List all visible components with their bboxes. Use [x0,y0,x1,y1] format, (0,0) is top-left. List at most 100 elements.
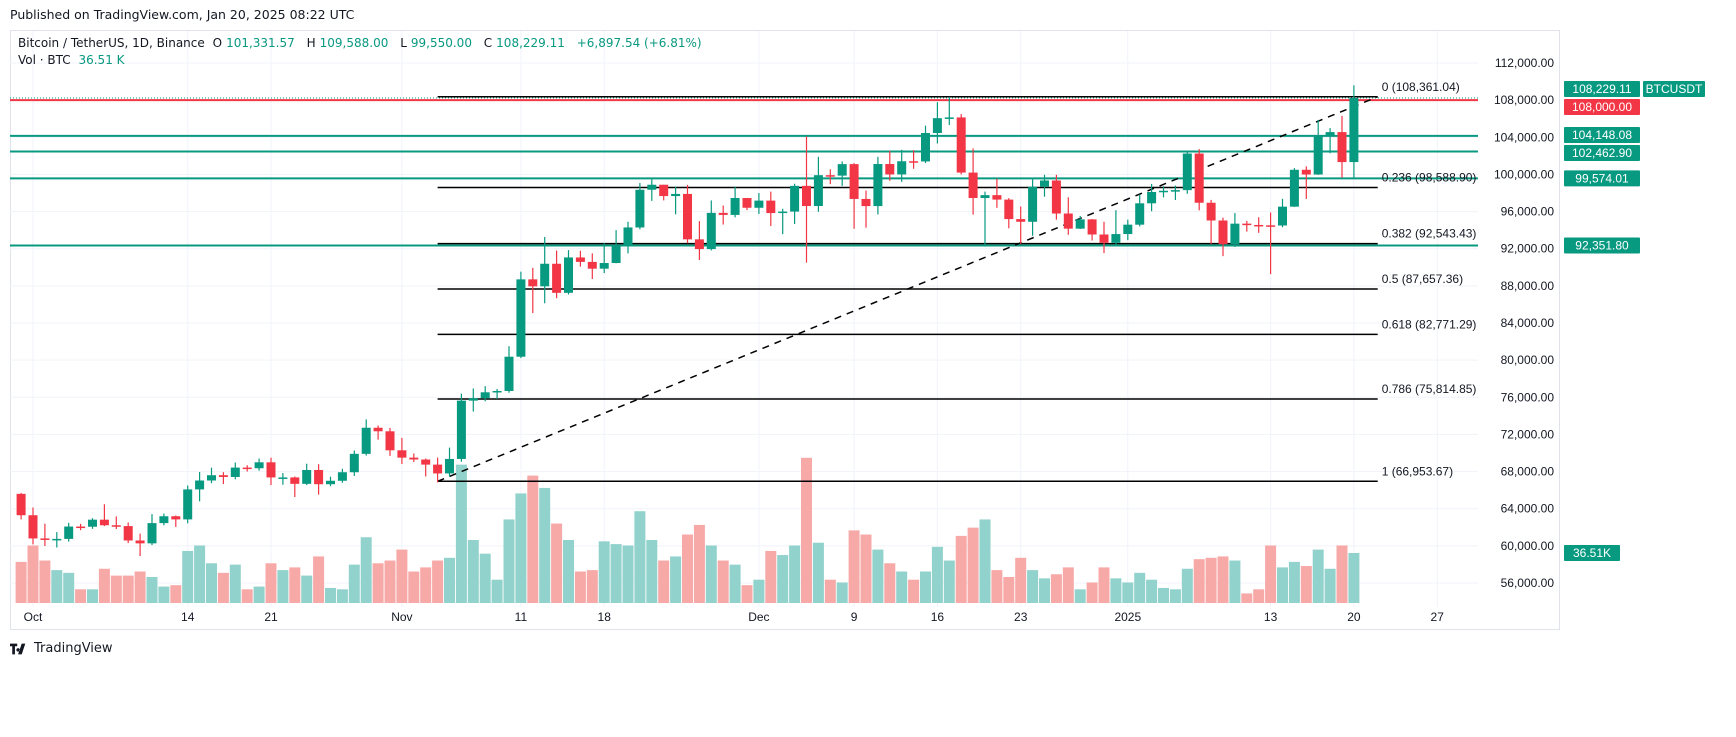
candle-body[interactable] [218,475,228,477]
candle-body[interactable] [1016,219,1026,222]
candle-body[interactable] [1230,223,1240,245]
candle-body[interactable] [1289,169,1299,207]
candle-body[interactable] [944,117,954,119]
candle-body[interactable] [1266,225,1276,227]
candle-body[interactable] [433,464,443,474]
candle-body[interactable] [659,184,669,197]
candle-body[interactable] [528,279,538,287]
candle-body[interactable] [278,477,288,479]
candle-body[interactable] [111,525,121,527]
candle-body[interactable] [861,198,871,207]
symbol-title[interactable]: Bitcoin / TetherUS, 1D, Binance [18,36,205,50]
candle-body[interactable] [1099,234,1109,243]
candle-body[interactable] [1313,136,1323,175]
candle-body[interactable] [1301,169,1311,175]
candle-body[interactable] [1218,220,1228,245]
candle-body[interactable] [385,431,395,451]
candle-body[interactable] [1040,180,1049,187]
candle-body[interactable] [183,489,193,520]
candle-body[interactable] [337,472,347,481]
candle-body[interactable] [718,212,728,215]
candle-body[interactable] [1075,219,1085,229]
candle-body[interactable] [207,475,216,481]
candle-body[interactable] [361,427,371,454]
candle-body[interactable] [171,516,181,520]
candle-body[interactable] [242,467,252,470]
candle-body[interactable] [706,212,716,250]
candle-body[interactable] [1254,224,1264,227]
candle-body[interactable] [599,263,609,269]
candle-body[interactable] [1111,234,1121,243]
candle-body[interactable] [921,133,930,162]
candle-body[interactable] [266,462,276,478]
fib-trend-line[interactable] [437,96,1378,482]
candle-body[interactable] [540,263,550,287]
candle-body[interactable] [159,516,169,524]
candle-body[interactable] [932,118,942,134]
candle-body[interactable] [397,450,407,458]
candle-body[interactable] [504,356,514,391]
candle-body[interactable] [849,164,859,199]
candle-body[interactable] [1182,153,1192,191]
candle-body[interactable] [290,477,300,484]
candle-body[interactable] [623,227,633,246]
candle-body[interactable] [28,515,38,539]
candle-body[interactable] [254,462,264,469]
candle-body[interactable] [1147,191,1157,204]
candle-body[interactable] [326,480,335,485]
candle-body[interactable] [40,538,50,540]
candle-body[interactable] [421,459,431,465]
candle-body[interactable] [349,453,359,473]
candle-body[interactable] [135,540,145,544]
candle-body[interactable] [825,175,835,177]
candle-body[interactable] [564,257,573,293]
candle-body[interactable] [1135,203,1145,225]
candle-body[interactable] [468,398,478,401]
candle-body[interactable] [302,470,312,484]
candle-body[interactable] [980,195,990,199]
time-axis[interactable] [11,607,1479,629]
candle-body[interactable] [373,427,383,432]
candle-body[interactable] [1159,190,1168,193]
candle-body[interactable] [873,164,883,207]
candle-body[interactable] [694,239,704,250]
candle-body[interactable] [1194,153,1204,203]
candle-body[interactable] [956,117,966,173]
candle-body[interactable] [492,390,502,393]
candle-body[interactable] [99,519,109,526]
candle-body[interactable] [230,467,240,477]
candle-body[interactable] [885,164,895,175]
candle-body[interactable] [1004,199,1014,220]
candle-body[interactable] [730,198,740,215]
candle-body[interactable] [992,195,1002,200]
candle-body[interactable] [1242,223,1252,226]
candle-body[interactable] [635,189,645,228]
candle-body[interactable] [611,245,621,264]
candle-body[interactable] [575,257,585,262]
candle-body[interactable] [1325,132,1335,137]
candle-body[interactable] [147,523,157,544]
candle-body[interactable] [1170,190,1180,192]
candle-body[interactable] [314,470,324,485]
candle-body[interactable] [195,480,205,490]
candle-body[interactable] [64,526,74,539]
candle-body[interactable] [909,161,919,163]
candle-body[interactable] [790,185,800,212]
candle-body[interactable] [766,200,776,214]
candle-body[interactable] [52,538,62,541]
candle-body[interactable] [1123,224,1133,235]
candle-body[interactable] [552,263,562,293]
candle-body[interactable] [16,493,26,516]
candle-body[interactable] [480,392,490,399]
candle-body[interactable] [1278,206,1287,226]
candle-body[interactable] [123,526,133,541]
candle-body[interactable] [683,193,692,240]
candle-body[interactable] [1028,186,1038,222]
candle-body[interactable] [778,211,788,214]
candle-body[interactable] [897,161,907,175]
candle-body[interactable] [968,172,978,199]
candle-body[interactable] [754,200,764,208]
candle-body[interactable] [445,458,454,474]
price-axis[interactable] [1478,31,1559,629]
candle-body[interactable] [76,526,86,529]
